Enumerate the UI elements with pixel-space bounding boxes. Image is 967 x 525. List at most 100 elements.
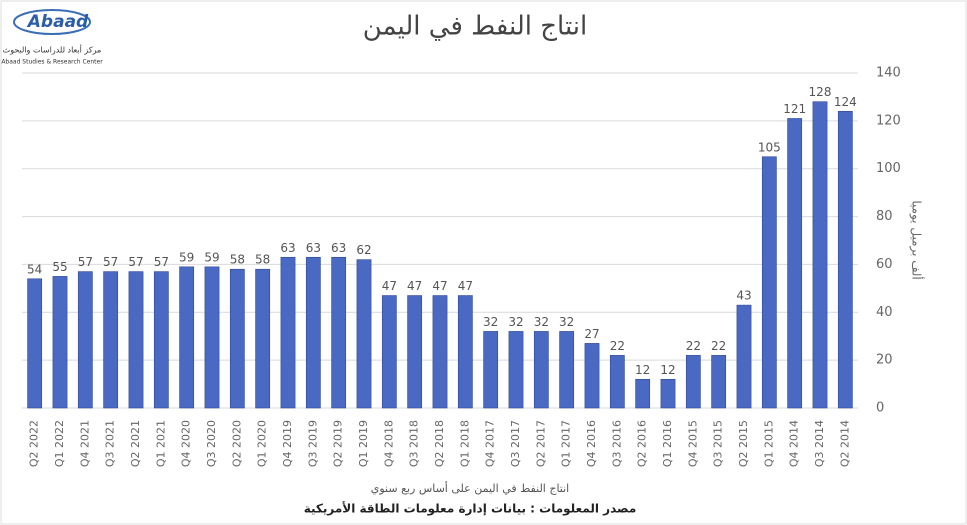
value-label: 59 [179,250,194,264]
value-label: 27 [584,327,599,341]
y-tick-label: 140 [876,66,901,81]
bar [27,278,43,409]
bar [711,355,727,409]
x-tick-label: Q4 2014 [788,420,801,467]
value-label: 22 [711,339,726,353]
x-tick-label: Q2 2021 [129,420,142,467]
bar [204,266,220,409]
value-label: 63 [280,241,295,255]
value-label: 55 [52,260,67,274]
bar [179,266,195,409]
logo-name: Abaad [26,12,89,32]
x-tick-label: Q3 2020 [205,420,218,467]
x-tick-label: Q4 2015 [686,420,699,467]
bar [407,295,423,409]
x-tick-label: Q2 2017 [534,420,547,467]
bar [381,295,397,409]
bar [229,268,245,409]
x-tick-label: Q2 2014 [838,420,851,467]
x-tick-label: Q3 2018 [408,420,421,467]
value-label: 12 [660,363,675,377]
bar [483,331,499,409]
bar [635,378,651,409]
bar [837,110,853,409]
value-label: 58 [230,253,245,267]
bar [736,304,752,409]
x-tick-label: Q4 2016 [585,420,598,467]
value-label: 62 [356,243,371,257]
x-tick-label: Q4 2020 [180,420,193,467]
x-tick-label: Q2 2016 [636,420,649,467]
value-label: 57 [78,255,93,269]
bar [128,271,144,409]
value-label: 63 [306,241,321,255]
value-label: 47 [458,279,473,293]
logo: Abaad مركز أبعاد للدراسات والبحوث Abaad … [1,9,103,66]
x-tick-label: Q2 2020 [230,420,243,467]
x-tick-label: Q4 2018 [382,420,395,467]
value-label: 58 [255,253,270,267]
x-tick-label: Q4 2021 [78,420,91,467]
value-label: 32 [534,315,549,329]
value-label: 47 [407,279,422,293]
logo-swoosh [13,9,91,35]
value-label: 128 [809,85,832,99]
x-tick-label: Q1 2017 [560,420,573,467]
value-label: 32 [483,315,498,329]
value-label: 54 [27,262,42,276]
x-tick-label: Q1 2021 [154,420,167,467]
bar [280,256,296,409]
value-label: 43 [736,289,751,303]
y-tick-label: 0 [876,401,884,416]
bar [685,355,701,409]
y-tick-label: 60 [876,257,893,272]
source-note: مصدر المعلومات : بيانات إدارة معلومات ال… [304,501,637,517]
value-label: 57 [154,255,169,269]
y-tick-label: 20 [876,353,893,368]
bar [356,259,372,409]
bar [255,268,271,409]
y-tick-label: 100 [876,161,901,176]
x-tick-label: Q3 2019 [306,420,319,467]
x-tick-label: Q4 2019 [281,420,294,467]
value-label: 22 [686,339,701,353]
value-label: 121 [783,102,806,116]
value-label: 124 [834,95,857,109]
x-tick-label: Q2 2015 [737,420,750,467]
x-tick-label: Q1 2020 [256,420,269,467]
bar [331,256,347,409]
bar [559,331,575,409]
logo-english: Abaad Studies & Research Center [1,59,103,66]
value-label: 57 [103,255,118,269]
bar [812,101,828,409]
x-tick-label: Q1 2022 [53,420,66,467]
bar [432,295,448,409]
value-label: 47 [432,279,447,293]
value-label: 47 [382,279,397,293]
y-axis-title: ألف برميل يوميا [909,200,925,279]
x-tick-label: Q1 2019 [357,420,370,467]
y-tick-label: 120 [876,113,901,128]
x-tick-label: Q3 2014 [813,420,826,467]
bar [609,355,625,409]
value-label: 57 [128,255,143,269]
y-tick-label: 40 [876,305,893,320]
bar [761,156,777,409]
x-axis-title: انتاج النفط في اليمن على أساس ربع سنوي [371,481,569,495]
value-label: 32 [559,315,574,329]
x-tick-label: Q1 2015 [762,420,775,467]
value-label: 32 [508,315,523,329]
bar [103,271,119,409]
value-label: 105 [758,140,781,154]
chart-title: انتاج النفط في اليمن [363,12,588,42]
x-tick-label: Q3 2016 [610,420,623,467]
bar [457,295,473,409]
x-tick-label: Q4 2017 [484,420,497,467]
bar [77,271,93,409]
x-tick-label: Q1 2016 [661,420,674,467]
logo-arabic: مركز أبعاد للدراسات والبحوث [3,45,102,55]
x-tick-label: Q2 2022 [28,420,41,467]
x-tick-label: Q3 2021 [104,420,117,467]
x-tick-label: Q3 2017 [509,420,522,467]
